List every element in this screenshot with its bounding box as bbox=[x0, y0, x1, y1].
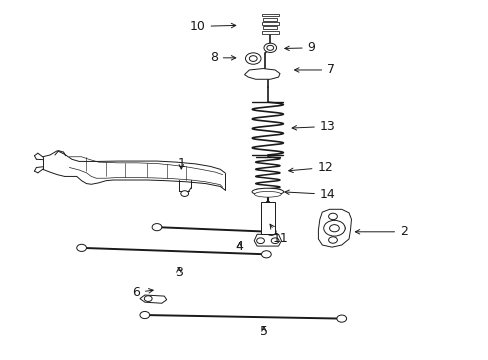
Text: 12: 12 bbox=[288, 161, 332, 174]
Circle shape bbox=[268, 71, 277, 78]
Circle shape bbox=[249, 56, 257, 62]
Circle shape bbox=[245, 53, 261, 64]
Polygon shape bbox=[244, 68, 280, 79]
Text: 1: 1 bbox=[177, 157, 185, 170]
Circle shape bbox=[181, 191, 188, 197]
Bar bbox=[261, 14, 279, 17]
Circle shape bbox=[323, 220, 345, 236]
Text: 9: 9 bbox=[284, 41, 315, 54]
Circle shape bbox=[264, 43, 276, 53]
Bar bbox=[263, 18, 277, 21]
Text: 4: 4 bbox=[235, 240, 243, 253]
Polygon shape bbox=[140, 295, 166, 303]
Circle shape bbox=[328, 237, 337, 243]
Polygon shape bbox=[318, 209, 351, 247]
Text: 5: 5 bbox=[260, 325, 267, 338]
Circle shape bbox=[336, 225, 345, 231]
Circle shape bbox=[328, 213, 337, 220]
Text: 11: 11 bbox=[269, 224, 287, 246]
Polygon shape bbox=[254, 234, 281, 246]
Circle shape bbox=[336, 315, 346, 322]
Circle shape bbox=[329, 225, 339, 232]
Circle shape bbox=[256, 238, 264, 244]
Text: 2: 2 bbox=[355, 225, 407, 238]
Circle shape bbox=[271, 238, 279, 244]
Text: 10: 10 bbox=[189, 20, 235, 33]
Text: 6: 6 bbox=[132, 286, 153, 299]
Text: 3: 3 bbox=[175, 266, 183, 279]
Ellipse shape bbox=[251, 188, 283, 195]
Circle shape bbox=[266, 45, 273, 50]
Bar bbox=[261, 22, 279, 25]
Text: 14: 14 bbox=[284, 188, 335, 201]
Circle shape bbox=[266, 228, 276, 235]
Circle shape bbox=[144, 296, 152, 301]
Bar bbox=[261, 31, 279, 33]
Circle shape bbox=[261, 251, 271, 258]
Circle shape bbox=[140, 311, 149, 319]
Bar bbox=[261, 202, 274, 234]
Bar bbox=[263, 26, 277, 29]
Circle shape bbox=[152, 224, 162, 231]
Circle shape bbox=[77, 244, 86, 251]
Text: 8: 8 bbox=[209, 51, 235, 64]
Text: 7: 7 bbox=[294, 63, 334, 76]
Circle shape bbox=[254, 71, 263, 78]
Ellipse shape bbox=[254, 192, 281, 197]
Text: 13: 13 bbox=[291, 120, 335, 133]
